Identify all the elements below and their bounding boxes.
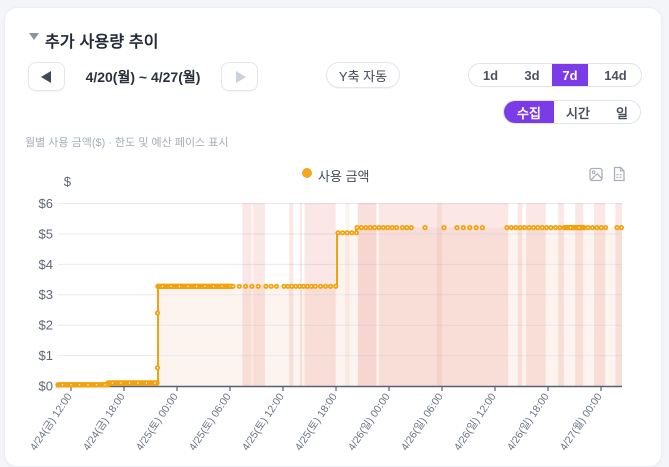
svg-text:4/26(일) 00:00: 4/26(일) 00:00: [345, 391, 393, 453]
svg-text:4/26(일) 12:00: 4/26(일) 12:00: [451, 391, 499, 453]
svg-text:$4: $4: [39, 257, 53, 272]
svg-text:$5: $5: [39, 226, 53, 241]
svg-text:4/24(금) 12:00: 4/24(금) 12:00: [28, 391, 75, 453]
svg-text:4/27(월) 00:00: 4/27(월) 00:00: [558, 391, 605, 453]
svg-text:4/26(일) 18:00: 4/26(일) 18:00: [504, 391, 552, 453]
svg-text:4/24(금) 18:00: 4/24(금) 18:00: [81, 391, 128, 453]
svg-text:$2: $2: [39, 318, 53, 333]
svg-text:$6: $6: [39, 196, 53, 211]
svg-text:4/25(토) 00:00: 4/25(토) 00:00: [134, 391, 181, 453]
svg-text:$0: $0: [39, 378, 53, 393]
svg-text:4/25(토) 06:00: 4/25(토) 06:00: [187, 391, 234, 453]
svg-text:$1: $1: [39, 348, 53, 363]
svg-text:$3: $3: [39, 287, 53, 302]
svg-text:4/25(토) 12:00: 4/25(토) 12:00: [240, 391, 287, 453]
svg-text:$: $: [64, 174, 72, 189]
svg-text:4/25(토) 18:00: 4/25(토) 18:00: [293, 391, 340, 453]
svg-text:4/26(일) 06:00: 4/26(일) 06:00: [398, 391, 446, 453]
